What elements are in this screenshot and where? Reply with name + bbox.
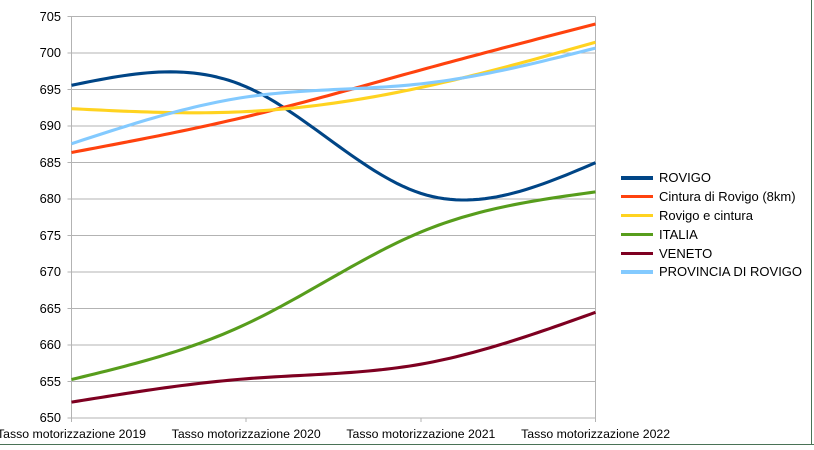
legend-label: VENETO [659, 245, 713, 261]
y-tick-label: 690 [39, 118, 61, 134]
y-tick-label: 705 [39, 8, 61, 24]
y-tick-label: 665 [39, 300, 61, 316]
x-category-label: Tasso motorizzazione 2020 [171, 427, 321, 441]
legend-line-swatch [621, 251, 653, 255]
x-category-label: Tasso motorizzazione 2022 [521, 427, 671, 441]
series-line-cintura-di-rovigo-8km [71, 22, 596, 155]
y-tick-label: 680 [39, 191, 61, 207]
cell-border-bottom [0, 443, 814, 446]
series-line-provincia-di-rovigo [71, 46, 596, 146]
legend-item: ROVIGO [621, 169, 711, 188]
cell-border-right [810, 0, 813, 445]
legend-label: ITALIA [659, 226, 698, 242]
series-line-rovigo-e-cintura [71, 40, 596, 115]
legend-line-swatch [621, 213, 653, 218]
y-tick-label: 675 [39, 227, 61, 243]
legend-label: Cintura di Rovigo (8km) [659, 189, 796, 205]
legend-line-swatch [621, 270, 653, 274]
x-category-label: Tasso motorizzazione 2021 [346, 427, 496, 441]
series-line-veneto [71, 310, 597, 404]
legend-item: PROVINCIA DI ROVIGO [621, 263, 802, 282]
y-tick-label: 650 [39, 410, 61, 426]
x-category-label: Tasso motorizzazione 2019 [0, 427, 146, 441]
legend-label: PROVINCIA DI ROVIGO [659, 264, 803, 280]
legend-line-swatch [621, 232, 653, 236]
legend-item: Cintura di Rovigo (8km) [621, 187, 796, 206]
legend-line-swatch [621, 176, 653, 180]
y-tick-label: 670 [39, 264, 61, 280]
legend-line-swatch [621, 195, 653, 199]
legend-item: ITALIA [621, 225, 698, 244]
y-tick-label: 700 [39, 45, 61, 61]
series-line-italia [71, 190, 596, 382]
y-tick-label: 660 [39, 337, 61, 353]
legend-item: VENETO [621, 244, 712, 263]
legend-label: ROVIGO [659, 170, 712, 186]
y-tick-label: 655 [39, 373, 61, 389]
y-tick-label: 685 [39, 154, 61, 170]
legend-label: Rovigo e cintura [659, 208, 753, 224]
series-line-rovigo [71, 70, 597, 202]
y-tick-label: 695 [39, 81, 61, 97]
legend-item: Rovigo e cintura [621, 206, 753, 225]
